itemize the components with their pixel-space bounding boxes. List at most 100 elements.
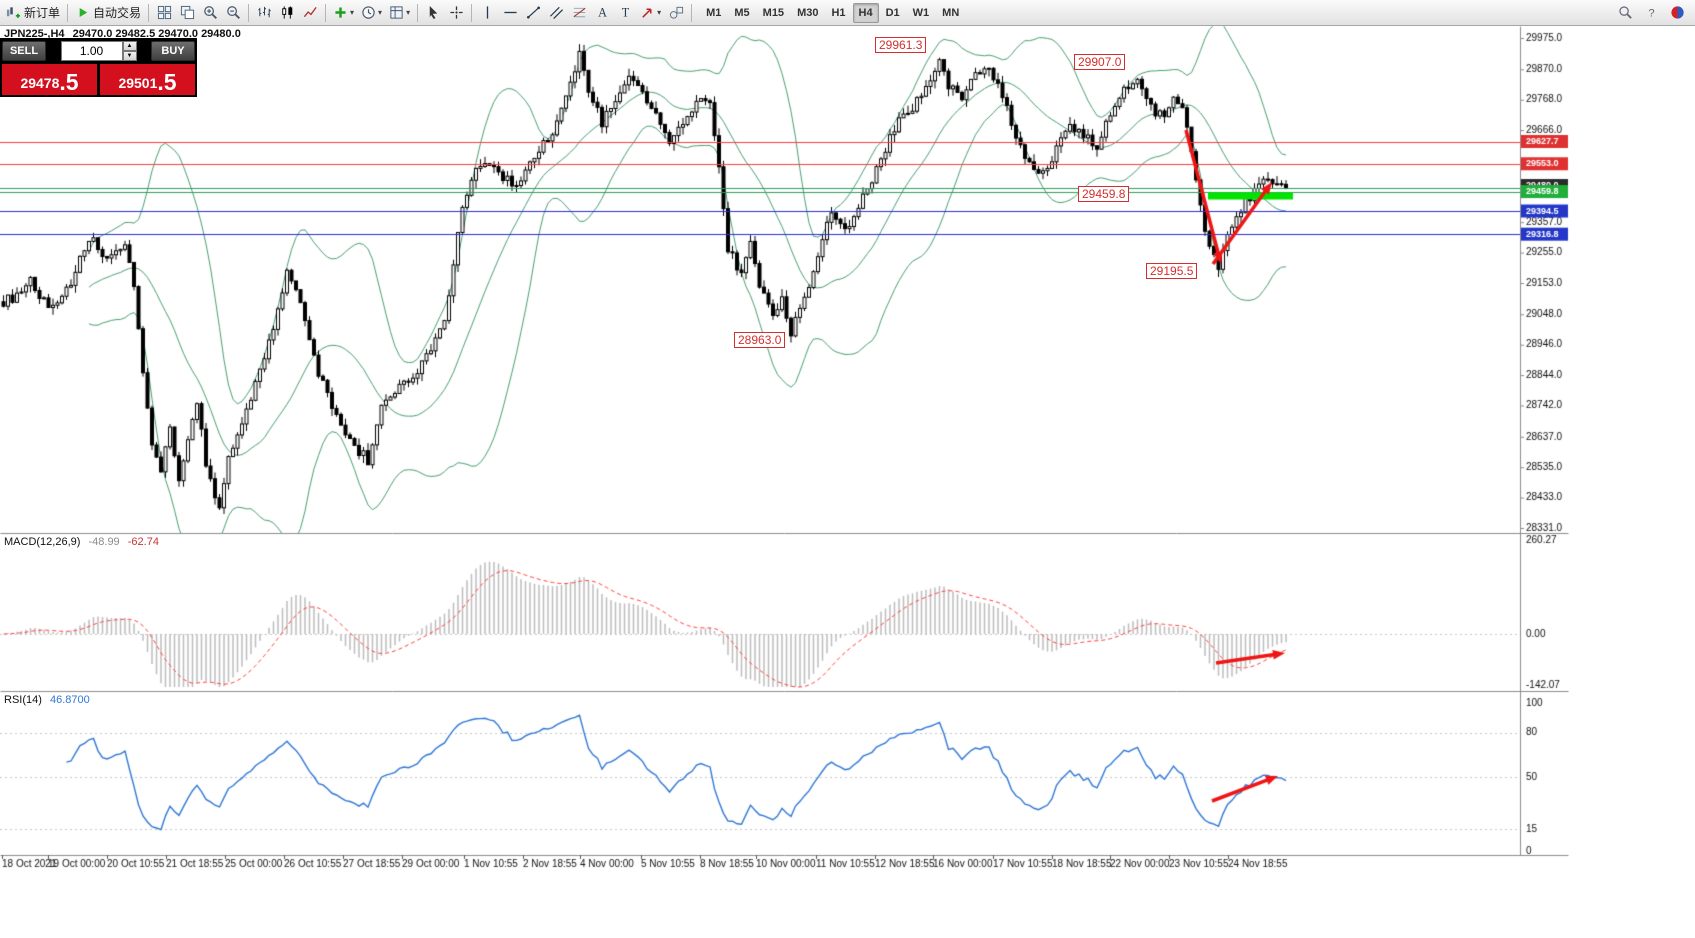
search-button[interactable] — [1614, 2, 1636, 24]
bars-chart-icon — [257, 6, 271, 18]
timeframe-button-M15[interactable]: M15 — [757, 3, 790, 23]
trendline-icon — [526, 6, 540, 19]
horizontal-line-tool-button[interactable] — [499, 2, 521, 24]
buy-price-main: 29501 — [118, 75, 158, 91]
volume-control: ▲ ▼ — [48, 41, 149, 61]
timeframe-button-H1[interactable]: H1 — [825, 3, 851, 23]
sell-price[interactable]: 29478 .5 — [2, 64, 97, 95]
new-order-button[interactable]: 新订单 — [3, 2, 63, 24]
tile-windows-button[interactable] — [153, 2, 175, 24]
svg-text:A: A — [598, 6, 607, 20]
toolbar-separator — [67, 3, 69, 22]
text-tool-button[interactable]: A — [591, 2, 613, 24]
timeframe-button-H4[interactable]: H4 — [852, 2, 879, 23]
volume-input[interactable] — [60, 41, 123, 61]
vertical-line-tool-button[interactable] — [476, 2, 498, 24]
cascade-windows-icon — [180, 5, 194, 20]
timeframe-button-M1[interactable]: M1 — [700, 3, 727, 23]
svg-text:?: ? — [1648, 8, 1654, 20]
sell-price-fraction: .5 — [59, 69, 79, 95]
price-callout[interactable]: 29961.3 — [875, 37, 927, 53]
crosshair-icon — [449, 6, 463, 19]
timeframe-button-W1[interactable]: W1 — [907, 3, 936, 23]
zoom-out-button[interactable] — [222, 2, 244, 24]
price-callout[interactable]: 28963.0 — [734, 332, 786, 348]
help-button[interactable]: ? — [1640, 2, 1662, 24]
chart-ohlc-values: 29470.0 29482.5 29470.0 29480.0 — [72, 28, 241, 40]
cursor-tool-button[interactable] — [422, 2, 444, 24]
rsi-value: 46.8700 — [49, 694, 90, 706]
sell-button[interactable]: SELL — [2, 41, 46, 61]
one-click-trading-panel: SELL ▲ ▼ BUY 29478 .5 29501 .5 — [0, 38, 197, 97]
toolbar-separator — [417, 3, 419, 22]
clock-icon — [362, 6, 375, 19]
macd-main-value: -48.99 — [88, 536, 120, 548]
add-indicator-icon — [335, 7, 346, 18]
dropdown-caret-icon: ▾ — [657, 8, 662, 17]
cascade-windows-button[interactable] — [176, 2, 198, 24]
buy-price[interactable]: 29501 .5 — [100, 64, 195, 95]
add-indicator-button[interactable]: ▾ — [330, 2, 357, 24]
toolbar-right-group: ? — [1614, 2, 1692, 24]
channel-icon — [549, 6, 563, 20]
text-icon: A — [598, 6, 607, 20]
candlestick-chart-icon — [281, 6, 292, 19]
timeframe-button-MN[interactable]: MN — [936, 3, 965, 23]
volume-spinner: ▲ ▼ — [122, 41, 137, 61]
new-order-icon — [6, 7, 21, 18]
crosshair-tool-button[interactable] — [445, 2, 467, 24]
horizontal-line-icon — [503, 11, 517, 14]
arrow-tool-icon — [642, 8, 652, 18]
label-tool-button[interactable]: T — [614, 2, 636, 24]
timeframe-button-D1[interactable]: D1 — [880, 3, 906, 23]
trade-panel-controls: SELL ▲ ▼ BUY — [2, 40, 195, 62]
trendline-tool-button[interactable] — [522, 2, 544, 24]
templates-icon — [390, 6, 403, 19]
volume-down-button[interactable]: ▼ — [122, 51, 137, 61]
macd-indicator-label: MACD(12,26,9) -48.99 -62.74 — [4, 536, 159, 548]
search-icon — [1618, 6, 1632, 19]
toolbar-separator — [325, 3, 327, 22]
bars-chart-button[interactable] — [253, 2, 275, 24]
dropdown-caret-icon: ▾ — [350, 8, 355, 17]
macd-name: MACD(12,26,9) — [4, 536, 81, 548]
community-icon — [1670, 6, 1684, 19]
rsi-name: RSI(14) — [4, 694, 42, 706]
periods-button[interactable]: ▾ — [358, 2, 385, 24]
toolbar-separator — [691, 3, 693, 22]
cursor-icon — [429, 5, 437, 19]
toolbar-separator — [248, 3, 250, 22]
main-toolbar: 新订单 自动交易 ▾ ▾ ▾ — [0, 0, 1695, 26]
auto-trading-play-icon — [79, 8, 88, 17]
dropdown-caret-icon: ▾ — [406, 8, 411, 17]
arrows-tool-button[interactable]: ▾ — [637, 2, 664, 24]
timeframe-button-M30[interactable]: M30 — [791, 3, 824, 23]
buy-button[interactable]: BUY — [151, 41, 195, 61]
community-button[interactable] — [1666, 2, 1688, 24]
dropdown-caret-icon: ▾ — [378, 8, 383, 17]
shapes-tool-button[interactable] — [665, 2, 687, 24]
auto-trading-label: 自动交易 — [93, 6, 142, 20]
line-chart-icon — [303, 6, 317, 18]
trade-panel-prices: 29478 .5 29501 .5 — [2, 64, 195, 95]
price-callout[interactable]: 29907.0 — [1074, 54, 1126, 70]
fibonacci-tool-button[interactable] — [568, 2, 590, 24]
chart-symbol-timeframe: JPN225-,H4 — [4, 28, 65, 40]
templates-button[interactable]: ▾ — [386, 2, 413, 24]
timeframe-button-M5[interactable]: M5 — [728, 3, 755, 23]
price-callout[interactable]: 29459.8 — [1078, 186, 1130, 202]
channel-tool-button[interactable] — [545, 2, 567, 24]
price-callout[interactable]: 29195.5 — [1146, 263, 1198, 279]
tile-windows-icon — [157, 5, 171, 20]
zoom-out-icon — [226, 6, 240, 19]
line-chart-button[interactable] — [299, 2, 321, 24]
help-icon: ? — [1648, 8, 1654, 20]
toolbar-separator — [148, 3, 150, 22]
candlestick-chart-button[interactable] — [276, 2, 298, 24]
new-order-label: 新订单 — [24, 6, 61, 20]
auto-trading-button[interactable]: 自动交易 — [72, 2, 144, 24]
zoom-in-icon — [203, 6, 217, 19]
volume-up-button[interactable]: ▲ — [122, 41, 137, 51]
zoom-in-button[interactable] — [199, 2, 221, 24]
